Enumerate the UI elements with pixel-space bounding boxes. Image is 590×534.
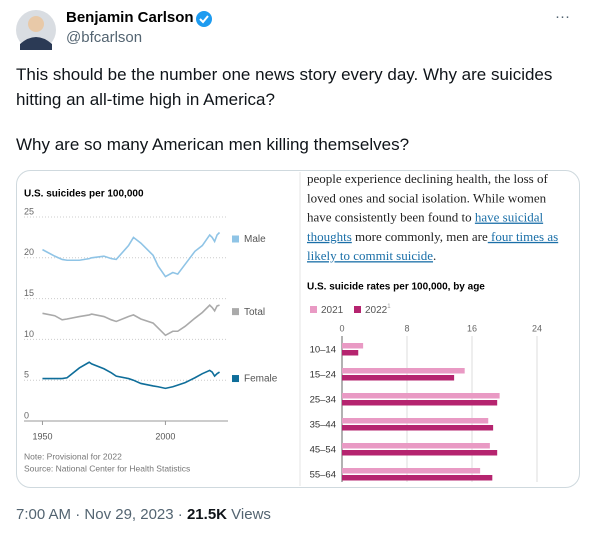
views-count: 21.5K — [186, 506, 227, 523]
tweet-text: This should be the number one news story… — [16, 65, 553, 109]
verified-check — [199, 15, 209, 24]
legend-name: 2021 — [321, 305, 344, 316]
y-tick-label: 35–44 — [310, 420, 336, 431]
bar — [342, 450, 498, 456]
bar — [342, 368, 465, 374]
article-text: loved ones and social isolation. While w… — [307, 190, 547, 205]
date[interactable]: Nov 29, 2023 — [84, 506, 174, 523]
x-tick-label: 0 — [339, 323, 344, 333]
avatar-body — [20, 37, 52, 50]
series-line — [42, 361, 220, 390]
y-tick-label: 20 — [24, 247, 34, 257]
legend-label: Total — [244, 307, 265, 318]
legend-swatch — [232, 308, 239, 316]
y-tick-label: 10–14 — [310, 345, 336, 356]
legend-swatch — [310, 306, 317, 313]
article-text: more commonly, men are — [352, 229, 488, 244]
article-text: people experience declining health, the … — [307, 171, 548, 186]
article-line: people experience declining health, the … — [307, 171, 548, 186]
article-link: four times as — [488, 229, 558, 244]
avatar-face — [28, 16, 44, 32]
media-frame[interactable] — [16, 170, 580, 488]
chart-title: U.S. suicides per 100,000 — [24, 189, 144, 200]
tweet-footer: 7:00 AM · Nov 29, 2023 · 21.5K Views — [16, 506, 271, 523]
legend-swatch — [232, 235, 239, 243]
bar — [342, 468, 481, 474]
bar — [342, 400, 498, 406]
bar — [342, 350, 359, 356]
bar — [342, 425, 494, 431]
separator: · — [177, 506, 183, 523]
article-text: . — [433, 248, 436, 263]
y-tick-label: 45–54 — [310, 445, 336, 456]
bar — [342, 418, 489, 424]
chart-note: Source: National Center for Health Stati… — [24, 463, 190, 473]
x-tick-label: 24 — [532, 323, 542, 333]
x-tick-label: 1950 — [32, 431, 52, 441]
article-link: thoughts — [307, 229, 352, 244]
more-button[interactable]: ··· — [555, 8, 570, 25]
y-tick-label: 15–24 — [310, 370, 336, 381]
article-line: likely to commit suicide. — [307, 248, 436, 263]
legend-swatch — [232, 375, 239, 383]
y-tick-label: 5 — [24, 370, 29, 380]
legend-name: 2022 — [365, 305, 388, 316]
chart-note: Note: Provisional for 2022 — [24, 451, 122, 461]
article-line: loved ones and social isolation. While w… — [307, 190, 547, 205]
legend-swatch — [354, 306, 361, 313]
article-line: have consistently been found to have sui… — [307, 210, 544, 225]
x-tick-label: 8 — [404, 323, 409, 333]
bar — [342, 443, 490, 449]
author-handle[interactable]: @bfcarlson — [66, 29, 142, 46]
y-tick-label: 10 — [24, 329, 34, 339]
x-tick-label: 2000 — [155, 431, 175, 441]
chart-title: U.S. suicide rates per 100,000, by age — [307, 282, 485, 293]
verified-badge — [196, 11, 212, 27]
legend-label: Male — [244, 234, 266, 245]
time[interactable]: 7:00 AM — [16, 506, 72, 523]
series-line — [42, 303, 220, 337]
legend-note: 1 — [387, 304, 391, 310]
legend-label: Female — [244, 374, 278, 385]
bar — [342, 375, 455, 381]
y-tick-label: 25–34 — [310, 395, 336, 406]
y-tick-label: 15 — [24, 288, 34, 298]
views-label: Views — [231, 506, 271, 523]
article-line: thoughts more commonly, men are four tim… — [307, 229, 558, 244]
bar — [342, 393, 500, 399]
y-tick-label: 25 — [24, 206, 34, 216]
legend-label: 20221 — [365, 304, 391, 316]
article-link: have suicidal — [475, 210, 544, 225]
bar — [342, 343, 364, 349]
article-text: have consistently been found to — [307, 210, 475, 225]
y-tick-label: 55–64 — [310, 470, 336, 481]
series-line — [42, 231, 221, 278]
x-tick-label: 16 — [467, 323, 477, 333]
legend-label: 2021 — [321, 305, 344, 316]
bar — [342, 475, 493, 481]
author-name[interactable]: Benjamin Carlson — [66, 9, 194, 26]
article-link: likely to commit suicide — [307, 248, 433, 263]
separator: · — [75, 506, 81, 523]
y-tick-label: 0 — [24, 410, 29, 420]
tweet-text: Why are so many American men killing the… — [16, 135, 410, 154]
